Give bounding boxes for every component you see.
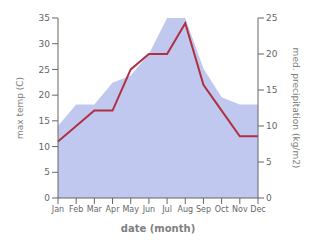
svg-text:15: 15 — [39, 116, 50, 126]
svg-text:med. precipitation (kg/m2): med. precipitation (kg/m2) — [291, 48, 301, 169]
svg-text:0: 0 — [266, 193, 272, 203]
svg-text:Dec: Dec — [250, 205, 265, 214]
svg-text:35: 35 — [39, 13, 50, 23]
svg-text:Apr: Apr — [106, 205, 121, 214]
svg-text:25: 25 — [39, 65, 50, 75]
svg-text:Nov: Nov — [232, 205, 248, 214]
svg-text:25: 25 — [266, 13, 277, 23]
svg-text:date (month): date (month) — [121, 223, 195, 234]
svg-text:10: 10 — [39, 142, 51, 152]
svg-text:30: 30 — [39, 39, 51, 49]
svg-text:Jan: Jan — [51, 205, 64, 214]
svg-text:15: 15 — [266, 85, 277, 95]
svg-text:Mar: Mar — [87, 205, 103, 214]
svg-text:20: 20 — [39, 90, 51, 100]
svg-text:Oct: Oct — [215, 205, 229, 214]
svg-text:max temp (C): max temp (C) — [15, 77, 25, 139]
svg-text:Feb: Feb — [69, 205, 83, 214]
svg-text:5: 5 — [44, 167, 50, 177]
svg-text:Jul: Jul — [161, 205, 172, 214]
svg-text:Sep: Sep — [196, 205, 211, 214]
svg-text:10: 10 — [266, 121, 278, 131]
svg-text:20: 20 — [266, 49, 278, 59]
svg-text:0: 0 — [44, 193, 50, 203]
svg-text:Aug: Aug — [177, 205, 193, 214]
svg-text:Jun: Jun — [142, 205, 156, 214]
svg-text:May: May — [122, 205, 139, 214]
svg-text:5: 5 — [266, 157, 272, 167]
